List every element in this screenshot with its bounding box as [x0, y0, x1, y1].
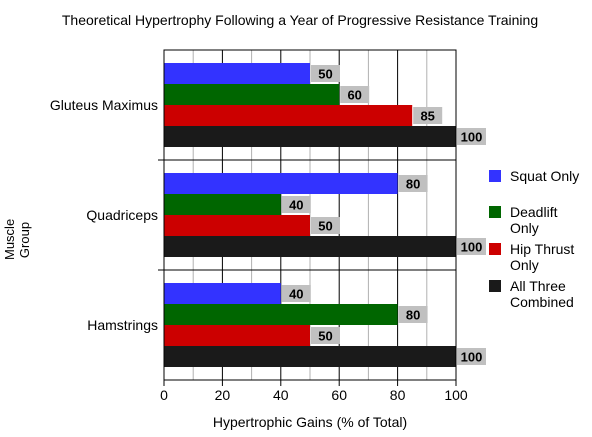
data-label-all-three-combined-hamstrings: 100 — [461, 350, 483, 365]
x-tick-label-100: 100 — [444, 387, 468, 403]
bar-deadlift-only-gluteus-maximus — [164, 84, 340, 105]
data-label-bg-deadlift-only-quadriceps — [281, 196, 311, 213]
data-label-bg-all-three-combined-gluteus-maximus — [457, 128, 486, 145]
x-tick-label-20: 20 — [215, 387, 231, 403]
category-label-quadriceps: Quadriceps — [86, 207, 158, 223]
data-label-bg-deadlift-only-gluteus-maximus — [340, 86, 370, 103]
data-label-deadlift-only-hamstrings: 80 — [406, 308, 420, 323]
legend-label-squat: Squat Only — [510, 168, 580, 184]
data-label-bg-deadlift-only-hamstrings — [398, 306, 428, 323]
bar-all-three-combined-quadriceps — [164, 236, 456, 257]
category-label-gluteus-maximus: Gluteus Maximus — [50, 97, 158, 113]
x-tick-label-40: 40 — [273, 387, 289, 403]
x-tick-label-60: 60 — [331, 387, 347, 403]
data-label-bg-all-three-combined-quadriceps — [457, 238, 486, 255]
bar-hip-thrust-only-quadriceps — [164, 215, 310, 236]
bar-squat-only-quadriceps — [164, 173, 398, 194]
data-label-bg-hip-thrust-only-gluteus-maximus — [413, 107, 443, 124]
x-axis-label: Hypertrophic Gains (% of Total) — [212, 414, 408, 430]
data-label-bg-hip-thrust-only-hamstrings — [311, 327, 340, 344]
data-label-deadlift-only-gluteus-maximus: 60 — [347, 88, 361, 103]
data-label-all-three-combined-quadriceps: 100 — [461, 240, 483, 255]
bar-deadlift-only-hamstrings — [164, 304, 398, 325]
data-label-squat-only-gluteus-maximus: 50 — [318, 67, 332, 82]
data-label-bg-hip-thrust-only-quadriceps — [311, 217, 340, 234]
data-label-hip-thrust-only-quadriceps: 50 — [318, 219, 332, 234]
data-label-all-three-combined-gluteus-maximus: 100 — [461, 130, 483, 145]
bar-all-three-combined-gluteus-maximus — [164, 126, 456, 147]
data-label-squat-only-quadriceps: 80 — [406, 177, 420, 192]
data-label-bg-all-three-combined-hamstrings — [457, 348, 486, 365]
plot-frame — [163, 49, 457, 381]
legend-label-hip-thrust: Hip Thrust Only — [510, 241, 575, 273]
legend-label-combined: All Three Combined — [510, 278, 574, 310]
x-tick-label-0: 0 — [160, 387, 168, 403]
data-label-hip-thrust-only-gluteus-maximus: 85 — [420, 109, 434, 124]
bar-deadlift-only-quadriceps — [164, 194, 281, 215]
y-axis-label: Muscle Group — [2, 218, 32, 260]
data-label-hip-thrust-only-hamstrings: 50 — [318, 329, 332, 344]
chart-title: Theoretical Hypertrophy Following a Year… — [61, 12, 539, 28]
data-label-bg-squat-only-gluteus-maximus — [311, 65, 340, 82]
legend-swatch-deadlift — [489, 206, 501, 218]
x-tick-label-80: 80 — [390, 387, 406, 403]
legend-swatch-combined — [489, 280, 501, 292]
bar-squat-only-hamstrings — [164, 283, 281, 304]
bar-squat-only-gluteus-maximus — [164, 63, 310, 84]
legend-label-deadlift: Deadlift Only — [510, 204, 558, 236]
data-label-squat-only-hamstrings: 40 — [289, 287, 303, 302]
bar-all-three-combined-hamstrings — [164, 346, 456, 367]
bar-hip-thrust-only-gluteus-maximus — [164, 105, 413, 126]
data-label-bg-squat-only-quadriceps — [398, 175, 428, 192]
legend-swatch-hip-thrust — [489, 243, 501, 255]
legend-swatch-squat — [489, 170, 501, 182]
bar-hip-thrust-only-hamstrings — [164, 325, 310, 346]
data-label-deadlift-only-quadriceps: 40 — [289, 198, 303, 213]
category-label-hamstrings: Hamstrings — [87, 317, 158, 333]
data-label-bg-squat-only-hamstrings — [281, 285, 311, 302]
